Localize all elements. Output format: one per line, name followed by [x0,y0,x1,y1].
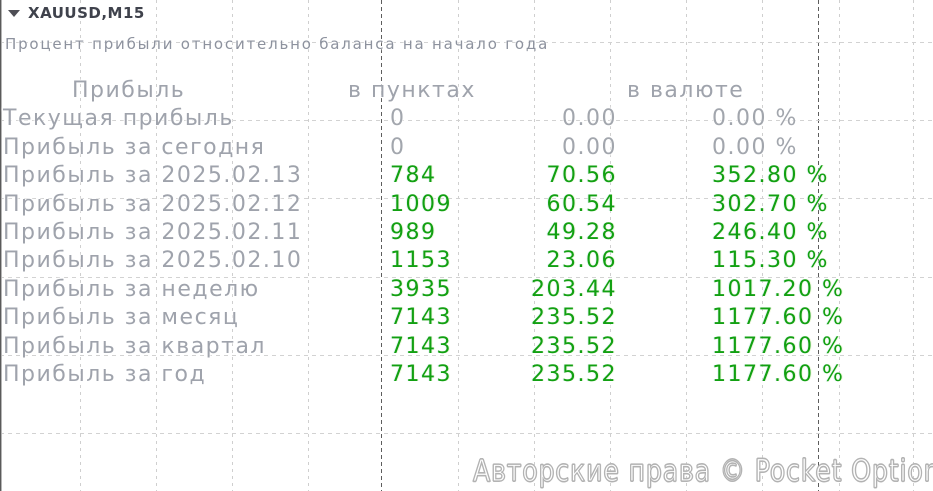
table-row: Прибыль за 2025.02.10 1153 23.06 115.30 … [0,247,933,275]
table-row: Текущая прибыль 0 0.00 0.00 % [0,105,933,133]
row-label: Прибыль за квартал [3,333,266,359]
currency-value: 49.28 [546,219,617,245]
column-header-points: в пунктах [348,78,476,103]
percent-value: 0.00 % [712,134,798,160]
gridline-vertical [534,0,535,491]
period-separator-line [381,0,382,491]
gridline-horizontal [0,433,933,434]
period-separator-line [818,0,819,491]
column-header-profit: Прибыль [72,78,186,103]
points-value: 7143 [390,361,452,387]
currency-value: 60.54 [546,191,617,217]
gridline-horizontal [0,277,933,278]
percent-value: 115.30 % [712,248,829,274]
row-label: Прибыль за 2025.02.11 [3,219,303,245]
table-header-row: Прибыль в пунктах в валюте [0,77,933,105]
currency-value: 0.00 [562,106,617,132]
percent-value: 1017.20 % [712,276,845,302]
indicator-subtitle: Процент прибыли относительно баланса на … [5,35,550,53]
gridline-vertical [610,0,611,491]
percent-value: 1177.60 % [712,361,845,387]
row-label: Прибыль за месяц [3,305,240,331]
row-label: Прибыль за 2025.02.12 [3,191,303,217]
points-value: 3935 [390,276,452,302]
table-row: Прибыль за год 7143 235.52 1177.60 % [0,361,933,389]
points-value: 0 [390,106,406,132]
gridline-horizontal [0,198,933,199]
currency-value: 235.52 [531,333,617,359]
gridline-vertical [686,0,687,491]
table-row: Прибыль за неделю 3935 203.44 1017.20 % [0,276,933,304]
currency-value: 23.06 [546,248,617,274]
gridline-vertical [458,0,459,491]
row-label: Прибыль за сегодня [3,134,266,160]
row-label: Прибыль за год [3,361,207,387]
points-value: 989 [390,219,437,245]
row-label: Текущая прибыль [3,106,234,132]
triangle-down-icon[interactable] [8,9,20,17]
gridline-horizontal [0,355,933,356]
gridline-horizontal [0,42,933,43]
points-value: 1009 [390,191,452,217]
gridline-vertical [913,0,914,491]
currency-value: 0.00 [562,134,617,160]
gridline-vertical [80,0,81,491]
row-label: Прибыль за неделю [3,276,260,302]
percent-value: 302.70 % [712,191,829,217]
gridline-vertical [232,0,233,491]
currency-value: 235.52 [531,361,617,387]
points-value: 1153 [390,248,452,274]
table-row: Прибыль за 2025.02.13 784 70.56 352.80 % [0,162,933,190]
symbol-period-label: XAUUSD,M15 [28,4,145,22]
gridline-horizontal [0,120,933,121]
points-value: 7143 [390,305,452,331]
table-row: Прибыль за квартал 7143 235.52 1177.60 % [0,333,933,361]
copyright-watermark: Авторские права © Pocket Option [472,453,933,489]
table-rows: Текущая прибыль 0 0.00 0.00 % Прибыль за… [0,105,933,389]
percent-value: 1177.60 % [712,305,845,331]
points-value: 0 [390,134,406,160]
symbol-header: XAUUSD,M15 [8,3,145,23]
gridline-vertical [762,0,763,491]
table-row: Прибыль за месяц 7143 235.52 1177.60 % [0,304,933,332]
points-value: 784 [390,163,437,189]
gridline-vertical [156,0,157,491]
chart-left-border [0,0,2,491]
percent-value: 1177.60 % [712,333,845,359]
percent-value: 0.00 % [712,106,798,132]
currency-value: 203.44 [531,276,617,302]
gridline-vertical [308,0,309,491]
column-header-currency: в валюте [627,78,745,103]
row-label: Прибыль за 2025.02.13 [3,163,303,189]
currency-value: 235.52 [531,305,617,331]
table-row: Прибыль за 2025.02.11 989 49.28 246.40 % [0,219,933,247]
currency-value: 70.56 [546,163,617,189]
row-label: Прибыль за 2025.02.10 [3,248,303,274]
gridline-vertical [839,0,840,491]
table-row: Прибыль за сегодня 0 0.00 0.00 % [0,134,933,162]
percent-value: 352.80 % [712,163,829,189]
table-row: Прибыль за 2025.02.12 1009 60.54 302.70 … [0,191,933,219]
percent-value: 246.40 % [712,219,829,245]
points-value: 7143 [390,333,452,359]
